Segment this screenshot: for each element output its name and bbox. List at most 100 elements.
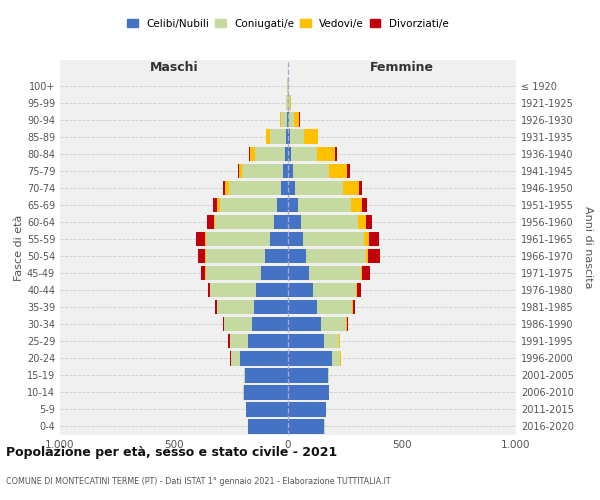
Bar (321, 317, 346, 332)
Bar (288, 351, 332, 366)
Bar (358, 214, 365, 229)
Legend: Celibi/Nubili, Coniugati/e, Vedovi/e, Divorziati/e: Celibi/Nubili, Coniugati/e, Vedovi/e, Di… (125, 16, 451, 30)
Bar (364, 232, 369, 246)
Bar (248, 334, 288, 348)
Bar (288, 198, 298, 212)
Bar (368, 249, 380, 264)
Bar (260, 266, 288, 280)
Bar (288, 402, 326, 416)
Bar (215, 214, 274, 229)
Bar (362, 266, 370, 280)
Bar (255, 146, 284, 161)
Bar (206, 266, 260, 280)
Bar (317, 146, 335, 161)
Y-axis label: Fasce di età: Fasce di età (14, 214, 24, 280)
Bar (230, 351, 231, 366)
Bar (292, 146, 317, 161)
Bar (215, 300, 217, 314)
Bar (239, 164, 242, 178)
Bar (201, 266, 205, 280)
Bar (288, 317, 321, 332)
Bar (308, 266, 361, 280)
Bar (245, 368, 288, 382)
Bar (290, 96, 291, 110)
Bar (358, 283, 361, 298)
Bar (288, 112, 289, 127)
Bar (365, 214, 373, 229)
Bar (242, 164, 283, 178)
Bar (270, 232, 288, 246)
Bar (283, 164, 288, 178)
Bar (223, 180, 226, 195)
Bar (289, 96, 290, 110)
Bar (196, 232, 205, 246)
Bar (293, 164, 329, 178)
Bar (288, 266, 308, 280)
Bar (288, 130, 290, 144)
Y-axis label: Anni di nascita: Anni di nascita (583, 206, 593, 289)
Bar (325, 334, 340, 348)
Bar (350, 198, 362, 212)
Bar (213, 198, 217, 212)
Bar (301, 214, 358, 229)
Bar (250, 146, 255, 161)
Bar (244, 385, 288, 400)
Bar (362, 198, 367, 212)
Bar (206, 249, 265, 264)
Bar (266, 130, 270, 144)
Bar (207, 214, 214, 229)
Bar (277, 198, 288, 212)
Bar (287, 112, 288, 127)
Bar (365, 249, 368, 264)
Bar (288, 232, 303, 246)
Bar (288, 300, 317, 314)
Bar (238, 164, 239, 178)
Bar (281, 180, 288, 195)
Bar (208, 283, 210, 298)
Bar (356, 283, 358, 298)
Text: Femmine: Femmine (370, 60, 434, 74)
Bar (246, 402, 288, 416)
Bar (288, 146, 292, 161)
Bar (229, 180, 281, 195)
Bar (288, 419, 325, 434)
Bar (205, 232, 206, 246)
Bar (304, 130, 317, 144)
Bar (288, 385, 329, 400)
Bar (206, 232, 270, 246)
Bar (317, 130, 319, 144)
Bar (288, 164, 293, 178)
Bar (256, 283, 288, 298)
Bar (295, 180, 343, 195)
Bar (231, 351, 240, 366)
Bar (352, 300, 353, 314)
Bar (332, 351, 340, 366)
Bar (288, 283, 313, 298)
Bar (270, 130, 286, 144)
Bar (288, 214, 301, 229)
Bar (230, 334, 248, 348)
Text: Maschi: Maschi (149, 60, 199, 74)
Bar (284, 146, 288, 161)
Bar (286, 96, 287, 110)
Bar (223, 317, 224, 332)
Bar (343, 180, 359, 195)
Bar (251, 317, 288, 332)
Bar (214, 214, 215, 229)
Bar (244, 368, 245, 382)
Bar (224, 317, 251, 332)
Bar (249, 146, 250, 161)
Bar (347, 164, 350, 178)
Bar (265, 249, 288, 264)
Bar (281, 112, 287, 127)
Bar (205, 249, 206, 264)
Bar (226, 180, 229, 195)
Bar (313, 283, 356, 298)
Bar (288, 334, 325, 348)
Bar (294, 112, 299, 127)
Bar (328, 368, 329, 382)
Bar (240, 351, 288, 366)
Bar (353, 300, 355, 314)
Bar (211, 283, 256, 298)
Bar (303, 232, 364, 246)
